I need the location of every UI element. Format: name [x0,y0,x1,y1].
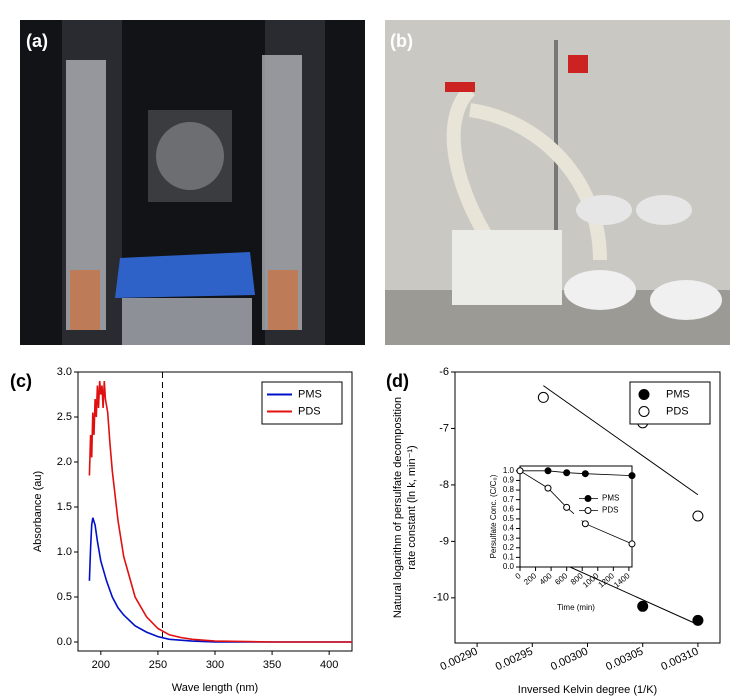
clamp [445,82,475,92]
data-point [692,614,704,626]
y-tick-label: -10 [433,592,449,604]
x-tick-label: 400 [320,659,338,671]
photo-a: (a) [20,20,365,345]
y-tick-label: 1.0 [57,546,72,558]
y-tick-label: 0.0 [503,562,515,571]
x-tick-label: 200 [92,659,110,671]
x-tick-label: 0.00305 [604,645,645,673]
photo-label: (a) [26,31,48,51]
y-axis-title: Natural logarithm of persulfate decompos… [392,397,404,618]
y-axis-title: rate constant (ln k, min⁻¹) [406,445,418,569]
x-tick-label: 0.00300 [549,645,590,673]
y-tick-label: -7 [439,422,449,434]
data-point [563,503,571,511]
data-point [628,472,636,480]
y-tick-label: 0.2 [503,543,515,552]
reactor [564,270,636,310]
y-axis-title: Persulfate Conc. (C/C₀) [489,474,498,558]
legend-marker [638,389,650,400]
y-tick-label: -9 [439,535,449,547]
data-point [637,600,649,612]
legend-box [629,381,711,425]
legend-marker [584,495,592,502]
y-tick-label: -8 [439,479,449,491]
legend-label: PMS [602,494,619,503]
data-point [581,520,589,528]
y-axis-title: Absorbance (au) [32,471,44,552]
y-tick-label: 0.1 [503,552,515,561]
tube [468,103,607,261]
panel-label: (c) [10,371,32,391]
legend-label: PDS [298,405,321,417]
reactor [636,195,692,225]
legend-label: PDS [666,405,689,417]
fan [156,122,224,190]
lamp-glow [70,270,100,330]
x-axis-title: Inversed Kelvin degree (1/K) [518,684,657,696]
y-tick-label: 3.0 [57,366,72,378]
data-point [563,469,571,477]
photo-label: (b) [390,31,413,51]
legend-label: PMS [298,388,322,400]
y-tick-label: 0.3 [503,533,515,542]
y-tick-label: 0.5 [503,514,515,523]
x-tick-label: 300 [206,659,224,671]
legend-marker [584,507,592,514]
legend-marker [638,406,650,417]
data-point [537,391,549,403]
x-tick-label: 0 [513,571,523,581]
y-tick-label: 2.0 [57,456,72,468]
stirrer [115,252,255,298]
x-tick-label: 0.00310 [659,645,700,673]
stirrer [452,230,562,305]
y-tick-label: 0.6 [503,504,515,513]
clamp [568,55,588,73]
x-tick-label: 0.00295 [494,645,535,673]
series-line [88,517,352,643]
x-axis-title: Time (min) [557,603,595,612]
y-tick-label: 1.5 [57,501,72,513]
y-tick-label: 0.4 [503,524,515,533]
x-tick-label: 350 [263,659,281,671]
data-point [516,467,524,475]
x-axis-title: Wave length (nm) [172,682,258,694]
series-line [88,380,352,643]
y-tick-label: 0.5 [57,591,72,603]
data-point [544,484,552,492]
data-point [544,467,552,475]
legend-box [574,488,626,521]
y-tick-label: 0.0 [57,636,72,648]
reactor [576,195,632,225]
y-tick-label: 2.5 [57,411,72,423]
y-tick-label: 1.0 [503,466,515,475]
data-point [692,510,704,522]
legend-box [261,381,343,425]
x-tick-label: 250 [149,659,167,671]
panel-label: (d) [386,371,409,391]
photo-b: (b) [385,20,730,345]
y-tick-label: 0.9 [503,476,515,485]
lamp-glow [268,270,298,330]
data-point [581,470,589,478]
x-tick-label: 0.00290 [438,645,479,673]
stirrer-base [122,298,252,345]
legend-label: PMS [666,388,690,400]
y-tick-label: -6 [439,366,449,378]
y-tick-label: 0.8 [503,485,515,494]
legend-label: PDS [602,506,618,515]
reactor [650,280,722,320]
data-point [628,540,636,548]
y-tick-label: 0.7 [503,495,515,504]
fit-line [543,385,699,496]
